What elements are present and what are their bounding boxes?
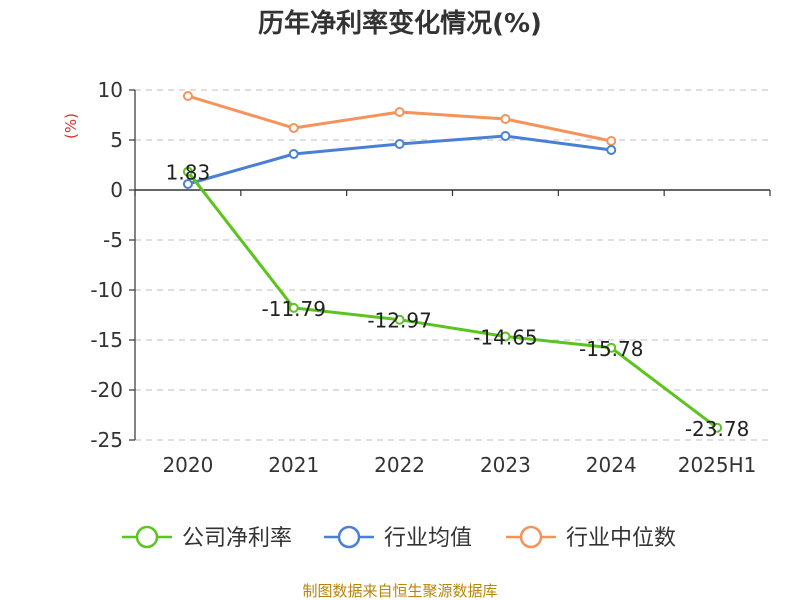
y-tick-label: -25 — [90, 428, 123, 452]
axes — [129, 89, 771, 441]
data-point — [394, 139, 405, 149]
data-label: -11.79 — [262, 297, 326, 321]
x-tick-label: 2022 — [374, 453, 425, 477]
legend-label: 行业均值 — [384, 526, 472, 551]
x-tick-label: 2024 — [586, 453, 637, 477]
x-tick-label: 2023 — [480, 453, 531, 477]
y-tick-label: 0 — [110, 178, 123, 202]
x-tick-label: 2025H1 — [678, 453, 757, 477]
legend-label: 公司净利率 — [182, 526, 292, 551]
data-point — [500, 131, 511, 141]
data-point — [500, 114, 511, 124]
data-point — [500, 331, 511, 342]
legend-label: 行业中位数 — [566, 526, 676, 551]
data-point — [394, 314, 405, 325]
data-label: -15.78 — [579, 337, 643, 361]
series-1 — [182, 131, 617, 189]
data-label: -12.97 — [367, 309, 431, 333]
x-tick-labels: 2020 2021 2022 2023 2024 2025H1 — [162, 453, 756, 477]
series-lines — [182, 91, 723, 433]
data-point — [712, 422, 723, 433]
y-tick-label: 5 — [110, 128, 123, 152]
y-tick-label: -10 — [90, 278, 123, 302]
legend-item: 行业均值 — [324, 525, 472, 551]
series-2 — [182, 91, 617, 146]
legend-marker — [135, 525, 159, 549]
data-point — [606, 342, 617, 353]
data-label: 1.83 — [166, 161, 211, 185]
data-point — [288, 123, 299, 133]
data-point — [606, 136, 617, 146]
data-point — [182, 166, 193, 177]
data-point — [182, 91, 193, 101]
data-label: -14.65 — [473, 326, 537, 350]
x-tick-label: 2021 — [268, 453, 319, 477]
data-label: -23.78 — [685, 417, 749, 441]
y-axis-label: (%) — [62, 113, 80, 139]
x-tick-label: 2020 — [162, 453, 213, 477]
grid-lines — [135, 89, 770, 441]
data-point — [288, 302, 299, 313]
data-point — [182, 179, 193, 189]
series-line — [186, 170, 718, 429]
y-tick-label: -20 — [90, 378, 123, 402]
series-0 — [182, 166, 723, 433]
legend-item: 公司净利率 — [122, 525, 292, 551]
legend-item: 行业中位数 — [506, 525, 676, 551]
legend: 公司净利率 行业均值 行业中位数 — [122, 525, 676, 551]
legend-marker — [519, 525, 543, 549]
legend-marker — [337, 525, 361, 549]
y-tick-label: -5 — [103, 228, 123, 252]
data-point — [606, 145, 617, 155]
y-tick-label: 10 — [98, 78, 123, 102]
data-labels: 1.83 -11.79 -12.97 -14.65 -15.78 -23.78 — [166, 161, 750, 441]
source-note: 制图数据来自恒生聚源数据库 — [302, 582, 497, 600]
chart-title: 历年净利率变化情况(%) — [258, 8, 542, 39]
y-tick-label: -15 — [90, 328, 123, 352]
data-point — [394, 107, 405, 117]
series-line — [187, 94, 612, 143]
y-tick-labels: 10 5 0 -5 -10 -15 -20 -25 — [90, 78, 123, 452]
data-point — [288, 149, 299, 159]
